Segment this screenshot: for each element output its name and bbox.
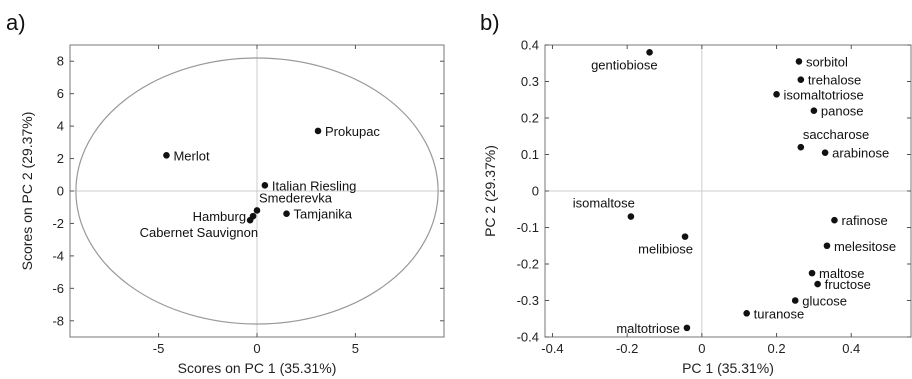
panel-a-x-ticks: -5 0 5 — [153, 45, 359, 356]
point-label: melesitose — [834, 239, 896, 254]
point-label: rafinose — [841, 213, 887, 228]
point-label: trehalose — [808, 73, 861, 88]
y-tick-label: 0 — [532, 184, 539, 199]
point-label: panose — [821, 104, 864, 119]
panel-b-zero-lines — [545, 45, 911, 337]
y-tick-label: 0 — [57, 184, 64, 199]
data-point — [314, 127, 322, 135]
point-label: Prokupac — [325, 124, 380, 139]
point-label: turanose — [754, 306, 805, 321]
data-point — [627, 213, 635, 220]
data-point — [810, 107, 818, 114]
panel-b-y-ticks: 0.4 0.3 0.2 0.1 0 -0.1 -0.2 -0.3 -0.4 — [517, 38, 911, 345]
y-tick-label: -0.3 — [517, 293, 539, 308]
panel-b-points: gentiobiose sorbitol trehaloseisomaltotrio… — [573, 49, 896, 336]
data-point — [163, 152, 170, 159]
y-tick-label: -6 — [52, 281, 64, 296]
data-point — [791, 297, 799, 304]
point-label: isomaltose — [573, 196, 635, 211]
panel-b-y-axis-label: PC 2 (29.37%) — [482, 145, 498, 237]
data-point — [261, 182, 269, 189]
point-label: maltose — [819, 266, 865, 281]
y-tick-label: -0.4 — [517, 330, 539, 345]
x-tick-label: 0.2 — [768, 341, 786, 356]
x-tick-label: 5 — [352, 341, 359, 356]
panel-b-x-ticks: -0.4 -0.2 0 0.2 0.4 — [541, 45, 860, 356]
data-point — [246, 216, 254, 224]
y-tick-label: 4 — [57, 119, 64, 134]
data-point — [823, 242, 831, 250]
point-label: arabinose — [832, 146, 889, 161]
point-label: Smederevka — [259, 190, 333, 205]
panel-a-y-ticks: 8 6 4 2 0 -2 -4 -6 -8 — [52, 54, 444, 328]
x-tick-label: 0 — [698, 341, 705, 356]
point-label: Merlot — [173, 148, 210, 163]
panel-a-y-axis-label: Scores on PC 2 (29.37%) — [19, 112, 35, 271]
data-point — [795, 58, 803, 65]
data-point — [773, 90, 780, 98]
y-tick-label: -8 — [52, 313, 64, 328]
y-tick-label: 0.2 — [521, 111, 539, 126]
point-label: Tamjanika — [294, 207, 353, 222]
y-tick-label: -0.1 — [517, 220, 539, 235]
point-label: maltotriose — [616, 321, 680, 336]
data-point — [797, 76, 805, 83]
data-point — [743, 309, 750, 317]
point-label: sorbitol — [806, 54, 848, 69]
panel-a-confidence-ellipse — [75, 57, 439, 325]
x-tick-label: -5 — [153, 341, 165, 356]
data-point — [821, 149, 829, 156]
y-tick-label: 0.4 — [521, 38, 539, 53]
data-point — [814, 280, 821, 288]
point-label: saccharose — [803, 127, 869, 142]
panel-a-x-axis-label: Scores on PC 1 (35.31%) — [178, 360, 337, 376]
panel-b: b) -0.4 -0.2 0 0.2 0.4 0.4 0.3 0.2 0.1 0 -0.1 -0.2… — [480, 10, 912, 376]
point-label: melibiose — [638, 242, 693, 257]
x-tick-label: -0.4 — [541, 341, 563, 356]
point-label: Cabernet Sauvignon — [140, 225, 259, 240]
point-label: glucose — [802, 294, 847, 309]
y-tick-label: -0.2 — [517, 257, 539, 272]
confidence-ellipse — [75, 57, 439, 325]
point-label: Italian Riesling — [272, 178, 357, 193]
y-tick-label: -2 — [52, 216, 64, 231]
point-label: fructose — [825, 277, 871, 292]
data-point — [797, 143, 805, 151]
panel-a-label: a) — [6, 10, 26, 35]
data-point — [808, 269, 816, 277]
panel-a-points: Prokupac Merlot Italian RieslingSmederevka… — [140, 124, 381, 240]
data-point — [646, 49, 653, 56]
point-label: isomaltotriose — [784, 87, 864, 102]
data-point — [253, 207, 261, 214]
panel-b-label: b) — [480, 10, 500, 35]
x-tick-label: -0.2 — [616, 341, 638, 356]
x-tick-label: 0 — [253, 341, 260, 356]
data-point — [683, 324, 691, 332]
y-tick-label: 2 — [57, 151, 64, 166]
data-point — [283, 210, 290, 218]
point-label: Hamburg — [193, 209, 246, 224]
panel-b-x-axis-label: PC 1 (35.31%) — [682, 360, 774, 376]
y-tick-label: 6 — [57, 86, 64, 101]
y-tick-label: 0.1 — [521, 147, 539, 162]
panel-a: a) -5 0 5 8 6 4 2 0 -2 -4 -6 -8 Prokupac Merlot Ital… — [6, 10, 445, 376]
y-tick-label: 0.3 — [521, 74, 539, 89]
y-tick-label: -4 — [52, 248, 64, 263]
panel-a-zero-lines — [70, 45, 444, 337]
x-tick-label: 0.4 — [842, 341, 860, 356]
y-tick-label: 8 — [57, 54, 64, 69]
point-label: gentiobiose — [591, 57, 658, 72]
data-point — [831, 216, 838, 224]
data-point — [681, 233, 689, 240]
